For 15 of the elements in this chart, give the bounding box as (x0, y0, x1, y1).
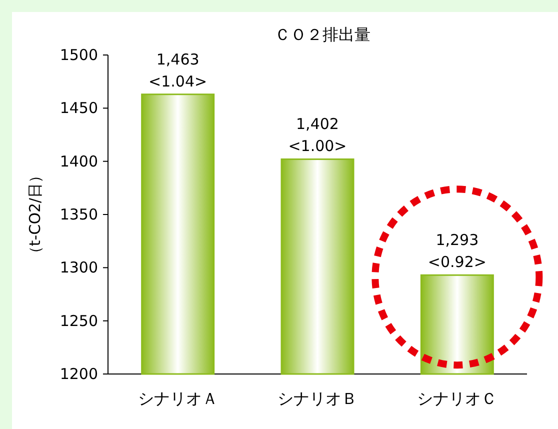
y-tick-label: 1250 (60, 312, 98, 330)
y-tick-label: 1450 (60, 99, 98, 118)
x-tick-label: シナリオＡ (138, 389, 218, 408)
y-tick-label: 1300 (60, 258, 98, 277)
y-axis-title: （t-CO2/日） (26, 168, 44, 262)
data-label: 1,402 <1.00> (288, 115, 347, 156)
x-tick-label: シナリオＢ (278, 389, 358, 408)
data-label: 1,463 <1.04> (148, 50, 208, 90)
y-tick-label: 1350 (60, 206, 98, 224)
x-tick-label: シナリオＣ (417, 389, 498, 408)
chart-title: ＣＯ２排出量 (274, 25, 370, 44)
data-label: 1,293 <0.92> (428, 231, 486, 272)
y-tick-label: 1500 (60, 46, 98, 64)
y-tick-label: 1400 (60, 152, 98, 170)
y-tick-label: 1200 (60, 365, 98, 383)
